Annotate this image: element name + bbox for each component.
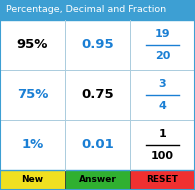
Text: 1: 1 [159, 129, 166, 139]
Text: RESET: RESET [147, 176, 178, 184]
Bar [0, 70, 195, 120]
Text: Percentage, Decimal and Fraction: Percentage, Decimal and Fraction [6, 6, 166, 14]
Text: 1%: 1% [21, 139, 44, 151]
Text: 0.95: 0.95 [81, 39, 114, 51]
Bar [0, 0, 195, 20]
Text: 95%: 95% [17, 39, 48, 51]
Text: Answer: Answer [79, 176, 116, 184]
Bar [65, 170, 130, 190]
Bar [0, 170, 65, 190]
Bar [0, 20, 195, 70]
Text: New: New [21, 176, 43, 184]
Text: 19: 19 [155, 29, 170, 39]
Text: 4: 4 [159, 101, 167, 111]
Text: 20: 20 [155, 51, 170, 61]
Text: 0.75: 0.75 [81, 89, 114, 101]
Bar [130, 170, 195, 190]
Text: 0.01: 0.01 [81, 139, 114, 151]
Text: 3: 3 [159, 79, 166, 89]
Bar [0, 120, 195, 170]
Text: 100: 100 [151, 151, 174, 161]
Text: 75%: 75% [17, 89, 48, 101]
